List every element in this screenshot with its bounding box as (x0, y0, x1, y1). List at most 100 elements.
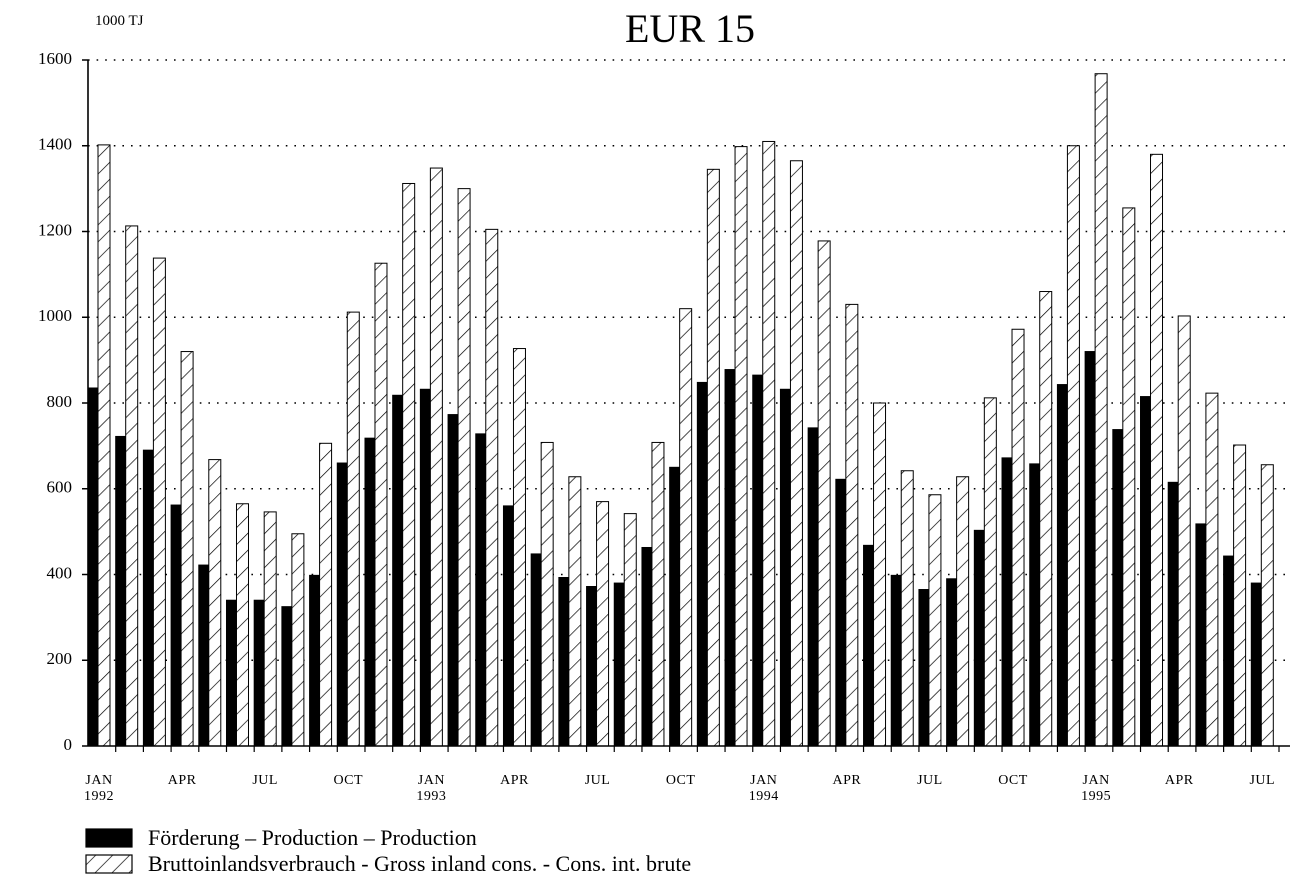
bar (679, 308, 693, 747)
bar (807, 427, 819, 747)
bar (890, 574, 902, 747)
bar (1029, 463, 1041, 747)
bar (447, 414, 459, 747)
bar (946, 578, 958, 747)
bar (734, 146, 748, 747)
bar (319, 442, 333, 747)
bar (724, 369, 736, 747)
x-tick-label: JAN (1083, 773, 1110, 788)
x-tick-label: APR (832, 773, 861, 788)
bar (475, 433, 487, 747)
bar (1112, 429, 1124, 747)
bar (651, 441, 665, 747)
bar (1177, 315, 1191, 747)
bar (1094, 73, 1108, 747)
y-tick-label: 1000 (38, 306, 72, 325)
bar (1205, 392, 1219, 747)
bar (540, 441, 554, 747)
bar (752, 374, 764, 747)
bar (641, 546, 653, 747)
legend-label: Förderung – Production – Production (148, 825, 477, 850)
bar (125, 225, 139, 747)
bar (973, 529, 985, 747)
y-tick-label: 800 (47, 392, 73, 411)
bar (263, 511, 277, 747)
bar (402, 182, 416, 747)
y-tick-label: 1600 (38, 49, 72, 68)
bar (392, 394, 404, 747)
bar (817, 240, 831, 747)
bar (235, 503, 249, 747)
x-tick-label: JAN (418, 773, 445, 788)
x-tick-label: APR (168, 773, 197, 788)
bar (1167, 481, 1179, 747)
x-year-label: 1993 (416, 789, 446, 804)
bar (291, 533, 305, 747)
x-year-label: 1992 (84, 789, 114, 804)
bar (568, 476, 582, 747)
legend-swatch (85, 854, 133, 874)
bar (208, 459, 222, 747)
bar (586, 586, 598, 747)
bar (835, 478, 847, 747)
bar (281, 606, 293, 747)
bar (863, 544, 875, 747)
bar (623, 513, 637, 747)
bar (1223, 555, 1235, 747)
bar (309, 574, 321, 747)
y-tick-label: 1400 (38, 135, 72, 154)
y-tick-label: 200 (47, 649, 73, 668)
bar (180, 351, 194, 747)
bar (419, 388, 431, 747)
bar (1250, 582, 1262, 747)
bar (97, 144, 111, 747)
bar (1039, 291, 1053, 747)
bar (956, 476, 970, 747)
bar (1260, 464, 1274, 747)
bar (696, 381, 708, 747)
bar (429, 167, 443, 747)
bar (706, 168, 720, 747)
bar (596, 501, 610, 747)
bar (485, 228, 499, 747)
y-tick-label: 0 (64, 735, 73, 754)
bar (1084, 351, 1096, 747)
bar (613, 582, 625, 747)
chart-title: EUR 15 (625, 6, 755, 51)
y-axis-unit: 1000 TJ (95, 13, 144, 29)
bar (900, 470, 914, 747)
bar (1056, 384, 1068, 747)
bar (374, 262, 388, 747)
bar (1122, 207, 1136, 747)
x-tick-label: JAN (750, 773, 777, 788)
bar (669, 466, 681, 747)
bar (1150, 153, 1164, 747)
bar (845, 303, 859, 747)
bar (364, 437, 376, 747)
x-tick-label: JUL (252, 773, 278, 788)
bar (152, 257, 166, 747)
x-tick-label: JAN (85, 773, 112, 788)
bar (789, 160, 803, 747)
bar (1233, 444, 1247, 747)
x-tick-label: OCT (334, 773, 364, 788)
bar (87, 387, 99, 747)
x-tick-label: APR (1165, 773, 1194, 788)
bar (225, 599, 237, 747)
y-tick-label: 600 (47, 478, 73, 497)
bar (142, 449, 154, 747)
bar (1001, 457, 1013, 747)
y-tick-label: 1200 (38, 220, 72, 239)
legend-label: Bruttoinlandsverbrauch - Gross inland co… (148, 851, 691, 876)
bar (1011, 328, 1025, 747)
x-tick-label: APR (500, 773, 529, 788)
x-year-label: 1995 (1081, 789, 1111, 804)
bar (762, 140, 776, 747)
bar (512, 348, 526, 747)
legend-swatch (85, 828, 133, 848)
bar (170, 504, 182, 747)
x-tick-label: JUL (917, 773, 943, 788)
bar (198, 564, 210, 747)
x-tick-label: OCT (666, 773, 696, 788)
